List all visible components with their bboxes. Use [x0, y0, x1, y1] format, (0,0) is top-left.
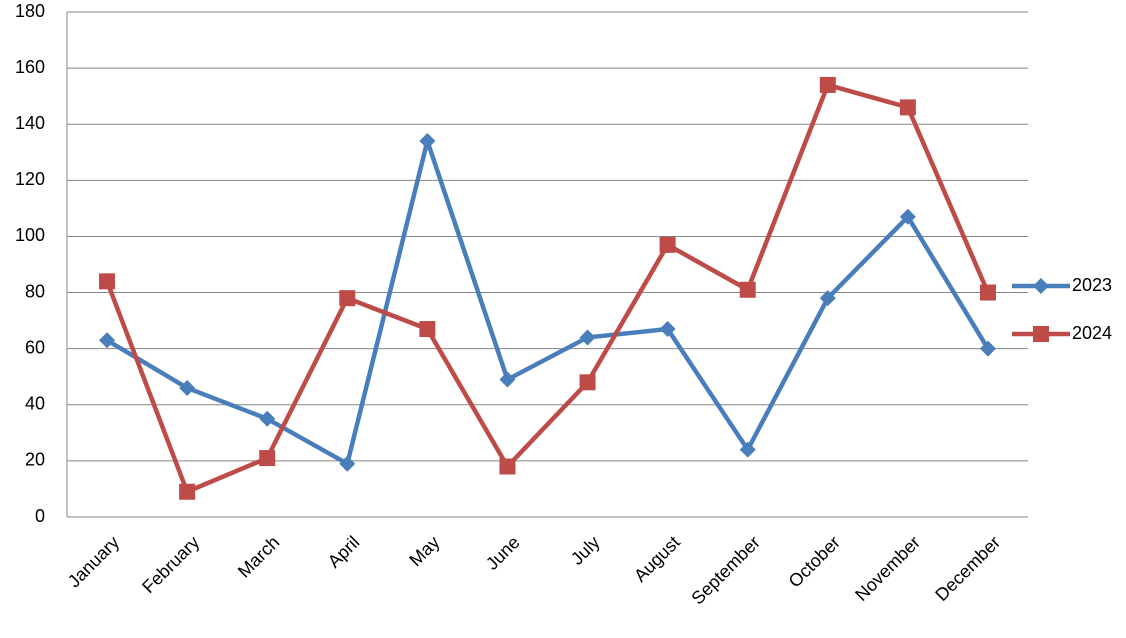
marker	[739, 281, 756, 298]
y-tick-label: 0	[35, 506, 45, 526]
marker	[339, 290, 356, 307]
marker	[739, 441, 756, 458]
x-tick-label: July	[567, 532, 604, 569]
y-tick-label: 180	[15, 1, 45, 21]
marker	[499, 458, 516, 475]
y-tick-label: 40	[25, 394, 45, 414]
x-tick-label: September	[687, 532, 763, 608]
marker	[659, 236, 676, 253]
marker	[339, 455, 356, 472]
marker	[819, 76, 836, 93]
x-tick-label: December	[931, 532, 1004, 605]
x-tick-label: August	[630, 532, 684, 586]
x-tick-label: October	[785, 532, 844, 591]
marker	[259, 450, 276, 467]
marker	[899, 208, 916, 225]
marker	[499, 371, 516, 388]
y-tick-label: 80	[25, 281, 45, 301]
legend-marker	[1033, 326, 1049, 342]
x-tick-label: May	[405, 532, 443, 570]
marker	[899, 99, 916, 116]
marker	[579, 374, 596, 391]
x-tick-label: February	[138, 532, 203, 597]
y-tick-label: 120	[15, 169, 45, 189]
marker	[979, 284, 996, 301]
x-tick-label: March	[234, 532, 284, 582]
x-tick-label: January	[64, 532, 123, 591]
marker	[99, 332, 116, 349]
y-tick-label: 60	[25, 337, 45, 357]
marker	[99, 273, 116, 290]
y-tick-label: 160	[15, 57, 45, 77]
legend-marker	[1033, 278, 1049, 294]
marker	[979, 340, 996, 357]
marker	[579, 329, 596, 346]
legend-label: 2024	[1072, 323, 1112, 343]
marker	[659, 321, 676, 338]
y-tick-label: 20	[25, 450, 45, 470]
x-tick-label: November	[851, 532, 924, 605]
x-tick-label: June	[482, 532, 524, 574]
y-tick-label: 140	[15, 113, 45, 133]
marker	[179, 483, 196, 500]
legend-label: 2023	[1072, 275, 1112, 295]
marker	[179, 379, 196, 396]
marker	[259, 410, 276, 427]
marker	[419, 133, 436, 150]
y-tick-label: 100	[15, 225, 45, 245]
marker	[819, 290, 836, 307]
x-tick-label: April	[324, 532, 364, 572]
series-line	[104, 82, 991, 494]
series-line	[105, 138, 990, 466]
marker	[419, 321, 436, 338]
